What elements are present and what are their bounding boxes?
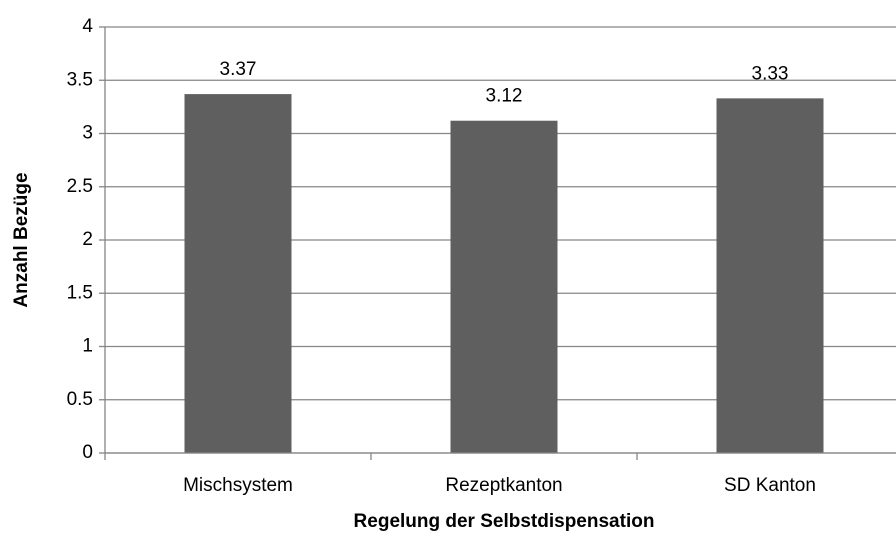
x-tick-label: Mischsystem: [183, 475, 293, 496]
y-tick-label: 4: [82, 16, 93, 37]
y-tick-label: 3: [82, 123, 93, 144]
y-tick-label: 2.5: [67, 176, 93, 197]
y-tick-label: 1: [82, 336, 93, 357]
x-tick-label: Rezeptkanton: [445, 475, 562, 496]
value-label: 3.33: [752, 63, 789, 84]
bar: [450, 120, 558, 453]
y-tick-label: 3.5: [67, 69, 93, 90]
y-tick-label: 0: [82, 442, 93, 463]
bar: [184, 94, 292, 453]
y-tick-label: 2: [82, 229, 93, 250]
value-label: 3.12: [486, 86, 523, 107]
y-tick-label: 1.5: [67, 282, 93, 303]
x-tick-label: SD Kanton: [724, 475, 816, 496]
y-axis-title: Anzahl Bezüge: [11, 172, 32, 307]
y-tick-label: 0.5: [67, 389, 93, 410]
bar: [716, 98, 824, 453]
value-label: 3.37: [220, 59, 257, 80]
x-axis-title: Regelung der Selbstdispensation: [354, 511, 655, 532]
